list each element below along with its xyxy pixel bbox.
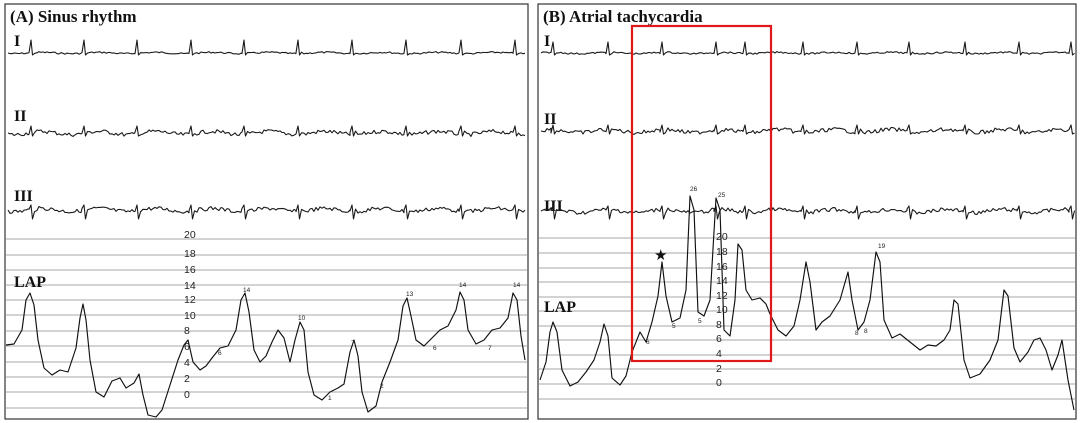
panel-b-peak-label: 5 bbox=[672, 323, 676, 330]
panel-a-peak-label: 10 bbox=[298, 315, 306, 322]
panel-b-peak-label: 6 bbox=[646, 339, 650, 346]
panel-atrial-tachycardia: (B) Atrial tachycardia I II III LAP 20 1… bbox=[537, 3, 1077, 420]
panel-b-frame bbox=[537, 3, 1077, 420]
panel-b-lead-iii-trace bbox=[540, 205, 1076, 220]
panel-a-lead-iii-trace bbox=[7, 204, 526, 220]
panel-b-scale-6: 6 bbox=[716, 333, 722, 345]
panel-b-lap-label: LAP bbox=[544, 299, 576, 316]
panel-a-scale-2: 2 bbox=[184, 373, 190, 385]
panel-a-title: (A) Sinus rhythm bbox=[10, 7, 137, 26]
panel-a-peak-label: 7 bbox=[488, 345, 492, 352]
panel-b-lap-trace bbox=[539, 195, 1075, 411]
panel-a-lead-i-label: I bbox=[14, 33, 20, 50]
panel-a-peak-labels: 14 10 13 14 14 6 6 7 7 2 1 bbox=[218, 282, 521, 402]
panel-b-peak-label: 19 bbox=[878, 243, 886, 250]
highlight-box bbox=[630, 24, 773, 363]
panel-a-lead-ii-label: II bbox=[14, 108, 26, 125]
panel-b-lead-ii-trace bbox=[540, 124, 1075, 135]
panel-b-peak-label: 25 bbox=[718, 192, 726, 199]
panel-b-scale-12: 12 bbox=[716, 290, 728, 302]
panel-b-scale-18: 18 bbox=[716, 246, 728, 258]
panel-b-scale-14: 14 bbox=[716, 275, 728, 287]
panel-b-scale-4: 4 bbox=[716, 348, 722, 360]
panel-a-peak-label: 2 bbox=[380, 383, 384, 390]
panel-a-scale-16: 16 bbox=[184, 264, 196, 276]
panel-b-lap-gridlines bbox=[539, 237, 1075, 400]
panel-a-peak-label: 6 bbox=[433, 345, 437, 352]
panel-b-scale-16: 16 bbox=[716, 261, 728, 273]
panel-a-scale-4: 4 bbox=[184, 357, 190, 369]
panel-b-scale-10: 10 bbox=[716, 304, 728, 316]
star-marker-icon: ★ bbox=[654, 246, 667, 264]
panel-b-pressure-scale: 20 18 16 14 12 10 8 6 4 2 0 bbox=[716, 231, 728, 389]
panel-b-peak-labels: 26 25 19 6 5 5 8 8 bbox=[646, 186, 886, 346]
panel-a-lead-iii-label: III bbox=[14, 188, 33, 205]
panel-a-pressure-scale: 20 18 16 14 12 10 8 6 4 2 0 bbox=[184, 229, 196, 401]
panel-a-lead-ii-trace bbox=[7, 125, 526, 137]
panel-b-lead-ii-label: II bbox=[544, 111, 556, 128]
panel-b-title: (B) Atrial tachycardia bbox=[543, 7, 703, 26]
panel-a-scale-12: 12 bbox=[184, 294, 196, 306]
panel-a-scale-20: 20 bbox=[184, 229, 196, 241]
panel-a-lap-gridlines bbox=[6, 238, 527, 409]
panel-a-scale-0: 0 bbox=[184, 389, 190, 401]
panel-a-lap-trace bbox=[5, 291, 526, 418]
panel-a-peak-label: 1 bbox=[328, 395, 332, 402]
panel-a-peak-label: 6 bbox=[218, 350, 222, 357]
panel-a-scale-18: 18 bbox=[184, 248, 196, 260]
panel-b-peak-label: 8 bbox=[855, 330, 859, 337]
panel-b-scale-0: 0 bbox=[716, 377, 722, 389]
panel-a-peak-label: 14 bbox=[513, 282, 521, 289]
panel-a-scale-6: 6 bbox=[184, 341, 190, 353]
panel-b-peak-label: 8 bbox=[864, 328, 868, 335]
panel-a-frame bbox=[4, 3, 529, 420]
panel-b-peak-label: 26 bbox=[690, 186, 698, 193]
panel-a-scale-8: 8 bbox=[184, 325, 190, 337]
panel-a-scale-10: 10 bbox=[184, 310, 196, 322]
panel-b-lead-i-trace bbox=[540, 41, 1075, 56]
panel-a-peak-label: 7 bbox=[351, 340, 355, 347]
panel-b-lead-i-label: I bbox=[544, 33, 550, 50]
panel-b-peak-label: 5 bbox=[698, 318, 702, 325]
panel-a-lap-label: LAP bbox=[14, 274, 46, 291]
panel-b-scale-8: 8 bbox=[716, 319, 722, 331]
panel-a-scale-14: 14 bbox=[184, 280, 196, 292]
panel-sinus-rhythm: (A) Sinus rhythm I II III LAP 20 18 16 1… bbox=[4, 3, 529, 420]
panel-a-peak-label: 13 bbox=[406, 291, 414, 298]
panel-b-scale-20: 20 bbox=[716, 231, 728, 243]
panel-a-peak-label: 14 bbox=[459, 282, 467, 289]
panel-a-peak-label: 14 bbox=[243, 287, 251, 294]
panel-b-scale-2: 2 bbox=[716, 363, 722, 375]
panel-a-lead-i-trace bbox=[7, 39, 526, 56]
